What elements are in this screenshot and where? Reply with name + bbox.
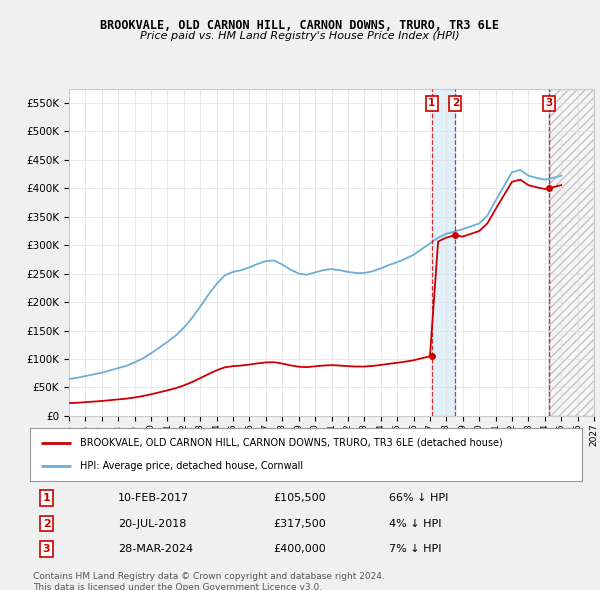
Text: £105,500: £105,500 bbox=[273, 493, 326, 503]
Text: 1: 1 bbox=[43, 493, 50, 503]
Text: 20-JUL-2018: 20-JUL-2018 bbox=[118, 519, 187, 529]
Text: £400,000: £400,000 bbox=[273, 544, 326, 554]
Text: 3: 3 bbox=[545, 99, 553, 109]
Text: BROOKVALE, OLD CARNON HILL, CARNON DOWNS, TRURO, TR3 6LE (detached house): BROOKVALE, OLD CARNON HILL, CARNON DOWNS… bbox=[80, 438, 502, 448]
Text: 7% ↓ HPI: 7% ↓ HPI bbox=[389, 544, 442, 554]
Bar bbox=[432, 88, 455, 416]
Bar bbox=[549, 88, 594, 416]
Text: BROOKVALE, OLD CARNON HILL, CARNON DOWNS, TRURO, TR3 6LE: BROOKVALE, OLD CARNON HILL, CARNON DOWNS… bbox=[101, 19, 499, 32]
Text: 2: 2 bbox=[452, 99, 459, 109]
Text: HPI: Average price, detached house, Cornwall: HPI: Average price, detached house, Corn… bbox=[80, 461, 303, 471]
Bar bbox=[549, 88, 594, 416]
Text: 3: 3 bbox=[43, 544, 50, 554]
Text: 28-MAR-2024: 28-MAR-2024 bbox=[118, 544, 193, 554]
Text: 66% ↓ HPI: 66% ↓ HPI bbox=[389, 493, 448, 503]
Text: 10-FEB-2017: 10-FEB-2017 bbox=[118, 493, 190, 503]
Text: £317,500: £317,500 bbox=[273, 519, 326, 529]
Text: 2: 2 bbox=[43, 519, 50, 529]
Text: Price paid vs. HM Land Registry's House Price Index (HPI): Price paid vs. HM Land Registry's House … bbox=[140, 31, 460, 41]
Text: 1: 1 bbox=[428, 99, 436, 109]
Text: Contains HM Land Registry data © Crown copyright and database right 2024.
This d: Contains HM Land Registry data © Crown c… bbox=[33, 572, 385, 590]
Text: 4% ↓ HPI: 4% ↓ HPI bbox=[389, 519, 442, 529]
